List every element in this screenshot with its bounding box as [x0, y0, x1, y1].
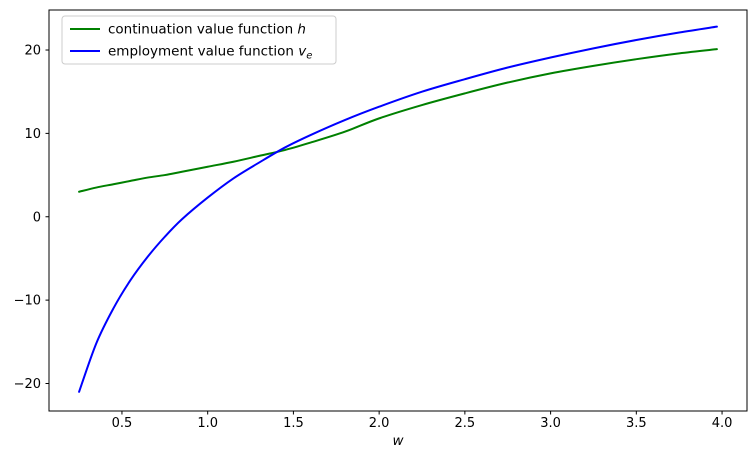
y-tick-label: −20 — [14, 377, 41, 392]
series-lines — [78, 25, 718, 393]
x-tick-label: 2.0 — [369, 416, 390, 431]
legend: continuation value function h employment … — [61, 15, 337, 65]
legend-label-h: continuation value function h — [108, 22, 306, 38]
y-tick-label: 20 — [24, 44, 41, 59]
x-tick-label: 3.5 — [626, 416, 647, 431]
plot-border — [48, 9, 748, 412]
series-line-ve — [78, 25, 718, 393]
x-axis-label: w — [392, 433, 404, 449]
legend-frame — [61, 15, 337, 65]
x-tick-label: 1.5 — [283, 416, 304, 431]
y-tick-label: 10 — [24, 127, 41, 142]
x-tick-label: 2.5 — [455, 416, 476, 431]
plot-area — [48, 9, 748, 412]
x-tick-label: 0.5 — [112, 416, 133, 431]
legend-label-ve: employment value function ve — [108, 44, 312, 62]
y-tick-label: 0 — [33, 210, 41, 225]
x-tick-label: 4.0 — [712, 416, 733, 431]
y-tick-label: −10 — [14, 294, 41, 309]
axes: 0.5 1.0 1.5 2.0 2.5 3.0 3.5 4.0 −20 −10 0 10 20 — [14, 44, 733, 431]
x-tick-label: 3.0 — [540, 416, 561, 431]
series-line-h — [78, 48, 718, 193]
x-tick-label: 1.0 — [197, 416, 218, 431]
